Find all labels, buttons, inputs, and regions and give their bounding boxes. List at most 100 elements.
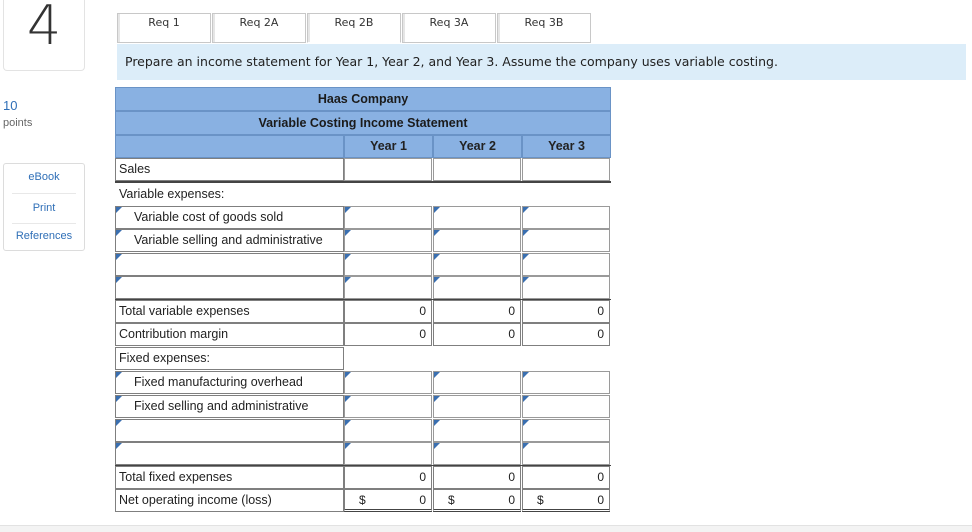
dropdown-flag-icon — [523, 277, 529, 283]
fixed-moh-year-2-input[interactable] — [433, 371, 521, 394]
row-variable-expenses: Variable expenses: — [115, 183, 611, 206]
divider — [115, 465, 611, 466]
fixed-moh-year-3-input[interactable] — [522, 371, 610, 394]
fixed-sga-year-2-input[interactable] — [433, 395, 521, 418]
blank-year-2-input[interactable] — [433, 253, 521, 276]
row-label[interactable]: Fixed manufacturing overhead — [115, 371, 344, 394]
tab-req-1[interactable]: Req 1 — [117, 13, 211, 43]
row-label[interactable]: Fixed selling and administrative — [115, 395, 344, 418]
row-blank-entry — [115, 253, 611, 276]
variable-sga-year-1-input[interactable] — [344, 229, 432, 252]
blank-year-1-input[interactable] — [344, 253, 432, 276]
instruction-banner: Prepare an income statement for Year 1, … — [117, 44, 966, 80]
row-variable-sga: Variable selling and administrative — [115, 229, 611, 252]
dropdown-flag-icon — [345, 443, 351, 449]
dropdown-flag-icon — [116, 372, 122, 378]
total-variable-year-1: 0 — [344, 300, 432, 323]
total-variable-year-2: 0 — [433, 300, 521, 323]
row-total-fixed: Total fixed expenses 0 0 0 — [115, 466, 611, 489]
variable-cogs-year-2-input[interactable] — [433, 206, 521, 229]
sales-year-2-input[interactable] — [433, 158, 521, 181]
references-link[interactable]: References — [15, 230, 73, 242]
points-value: 10 — [3, 98, 18, 113]
row-contribution-margin: Contribution margin 0 0 0 — [115, 323, 611, 346]
variable-cogs-year-3-input[interactable] — [522, 206, 610, 229]
dropdown-flag-icon — [345, 420, 351, 426]
blank-year-1-input[interactable] — [344, 419, 432, 442]
dropdown-flag-icon — [434, 207, 440, 213]
dropdown-flag-icon — [345, 230, 351, 236]
row-label[interactable]: Variable selling and administrative — [115, 229, 344, 252]
question-number-box: 4 — [3, 0, 85, 71]
bottom-scroll-bar[interactable] — [0, 525, 972, 532]
row-label[interactable]: Contribution margin — [115, 323, 344, 346]
row-sales: Sales — [115, 158, 611, 181]
dropdown-flag-icon — [523, 207, 529, 213]
row-label[interactable]: Sales — [115, 158, 344, 181]
row-label-select[interactable] — [115, 276, 344, 299]
column-header-year-1: Year 1 — [344, 135, 433, 158]
dropdown-flag-icon — [523, 443, 529, 449]
row-label[interactable]: Total fixed expenses — [115, 466, 344, 489]
dropdown-flag-icon — [345, 372, 351, 378]
row-label-select[interactable] — [115, 419, 344, 442]
net-income-year-2: $0 — [433, 489, 521, 512]
tab-req-3a[interactable]: Req 3A — [402, 13, 496, 43]
row-fixed-moh: Fixed manufacturing overhead — [115, 371, 611, 394]
row-blank-entry — [115, 419, 611, 442]
blank-year-2-input[interactable] — [433, 276, 521, 299]
dropdown-flag-icon — [116, 230, 122, 236]
dropdown-flag-icon — [434, 396, 440, 402]
tab-req-2b[interactable]: Req 2B — [307, 13, 401, 43]
dropdown-flag-icon — [116, 420, 122, 426]
dropdown-flag-icon — [345, 396, 351, 402]
contribution-margin-year-3: 0 — [522, 323, 610, 346]
blank-year-3-input[interactable] — [522, 276, 610, 299]
side-menu: eBook Print References — [3, 163, 85, 251]
blank-year-3-input[interactable] — [522, 419, 610, 442]
blank-year-3-input[interactable] — [522, 253, 610, 276]
dropdown-flag-icon — [345, 207, 351, 213]
column-header-year-3: Year 3 — [522, 135, 611, 158]
row-variable-cogs: Variable cost of goods sold — [115, 206, 611, 229]
tab-req-3b[interactable]: Req 3B — [497, 13, 591, 43]
row-fixed-sga: Fixed selling and administrative — [115, 395, 611, 418]
variable-cogs-year-1-input[interactable] — [344, 206, 432, 229]
row-label[interactable]: Net operating income (loss) — [115, 489, 344, 512]
column-header-year-2: Year 2 — [433, 135, 522, 158]
blank-year-3-input[interactable] — [522, 442, 610, 465]
blank-year-1-input[interactable] — [344, 442, 432, 465]
fixed-sga-year-1-input[interactable] — [344, 395, 432, 418]
row-label-select[interactable] — [115, 442, 344, 465]
dropdown-flag-icon — [116, 207, 122, 213]
ebook-link[interactable]: eBook — [28, 171, 60, 183]
row-label-select[interactable] — [115, 253, 344, 276]
dropdown-flag-icon — [434, 277, 440, 283]
fixed-moh-year-1-input[interactable] — [344, 371, 432, 394]
row-label: Fixed expenses: — [115, 347, 344, 370]
row-net-operating-income: Net operating income (loss) $0 $0 $0 — [115, 489, 611, 512]
print-link[interactable]: Print — [32, 202, 56, 214]
contribution-margin-year-1: 0 — [344, 323, 432, 346]
blank-year-2-input[interactable] — [433, 442, 521, 465]
fixed-sga-year-3-input[interactable] — [522, 395, 610, 418]
blank-year-2-input[interactable] — [433, 419, 521, 442]
dropdown-flag-icon — [523, 254, 529, 260]
dropdown-flag-icon — [116, 254, 122, 260]
sales-year-1-input[interactable] — [344, 158, 432, 181]
sales-year-3-input[interactable] — [522, 158, 610, 181]
blank-year-1-input[interactable] — [344, 276, 432, 299]
tab-req-2a[interactable]: Req 2A — [212, 13, 306, 43]
row-label: Variable expenses: — [115, 183, 344, 206]
row-label[interactable]: Total variable expenses — [115, 300, 344, 323]
question-number: 4 — [26, 0, 62, 57]
variable-sga-year-3-input[interactable] — [522, 229, 610, 252]
variable-sga-year-2-input[interactable] — [433, 229, 521, 252]
label-column-header — [115, 135, 344, 158]
divider — [115, 181, 611, 183]
total-fixed-year-1: 0 — [344, 466, 432, 489]
dropdown-flag-icon — [345, 254, 351, 260]
total-fixed-year-2: 0 — [433, 466, 521, 489]
row-label[interactable]: Variable cost of goods sold — [115, 206, 344, 229]
statement-title: Variable Costing Income Statement — [115, 111, 611, 135]
